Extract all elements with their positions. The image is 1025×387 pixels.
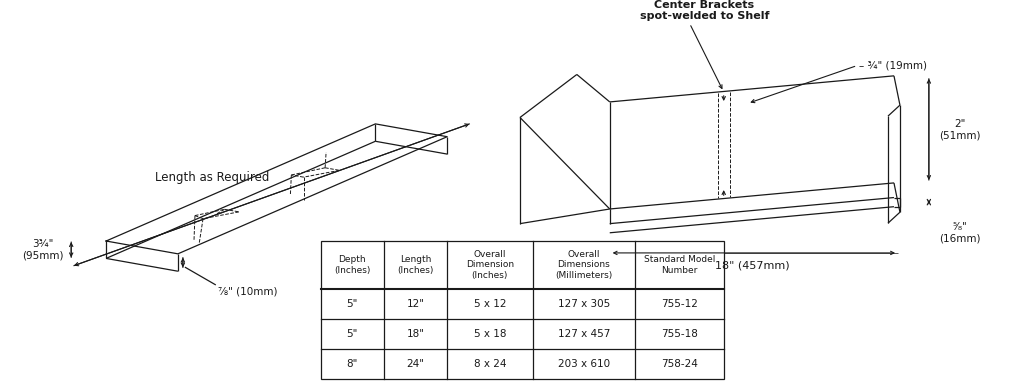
Text: 12": 12" [407, 299, 424, 309]
Text: Length
(Inches): Length (Inches) [398, 255, 434, 274]
Text: 5": 5" [346, 329, 358, 339]
Text: 755-18: 755-18 [661, 329, 698, 339]
Text: 3¾"
(95mm): 3¾" (95mm) [22, 239, 64, 260]
Text: Standard Model
Number: Standard Model Number [644, 255, 715, 274]
Text: 755-12: 755-12 [661, 299, 698, 309]
Text: Depth
(Inches): Depth (Inches) [334, 255, 370, 274]
Text: 5 x 12: 5 x 12 [474, 299, 506, 309]
Text: Length as Required: Length as Required [155, 171, 269, 184]
Text: 5 x 18: 5 x 18 [474, 329, 506, 339]
Text: 8": 8" [346, 359, 358, 369]
Text: 127 x 305: 127 x 305 [558, 299, 610, 309]
Text: 18": 18" [407, 329, 424, 339]
Text: ⁵⁄₈"
(16mm): ⁵⁄₈" (16mm) [939, 222, 980, 244]
Text: 203 x 610: 203 x 610 [558, 359, 610, 369]
Text: 2"
(51mm): 2" (51mm) [939, 118, 980, 140]
Text: 8 x 24: 8 x 24 [474, 359, 506, 369]
Text: 127 x 457: 127 x 457 [558, 329, 610, 339]
Text: Overall
Dimension
(Inches): Overall Dimension (Inches) [465, 250, 514, 280]
Bar [321, 241, 725, 379]
Text: 18" (457mm): 18" (457mm) [714, 260, 789, 270]
Text: 5": 5" [346, 299, 358, 309]
Text: – ¾" (19mm): – ¾" (19mm) [859, 60, 928, 70]
Text: 24": 24" [407, 359, 424, 369]
Text: 758-24: 758-24 [661, 359, 698, 369]
Text: ⅞" (10mm): ⅞" (10mm) [217, 287, 278, 297]
Text: Center Brackets
spot-welded to Shelf: Center Brackets spot-welded to Shelf [640, 0, 769, 21]
Text: Overall
Dimensions
(Millimeters): Overall Dimensions (Millimeters) [556, 250, 612, 280]
